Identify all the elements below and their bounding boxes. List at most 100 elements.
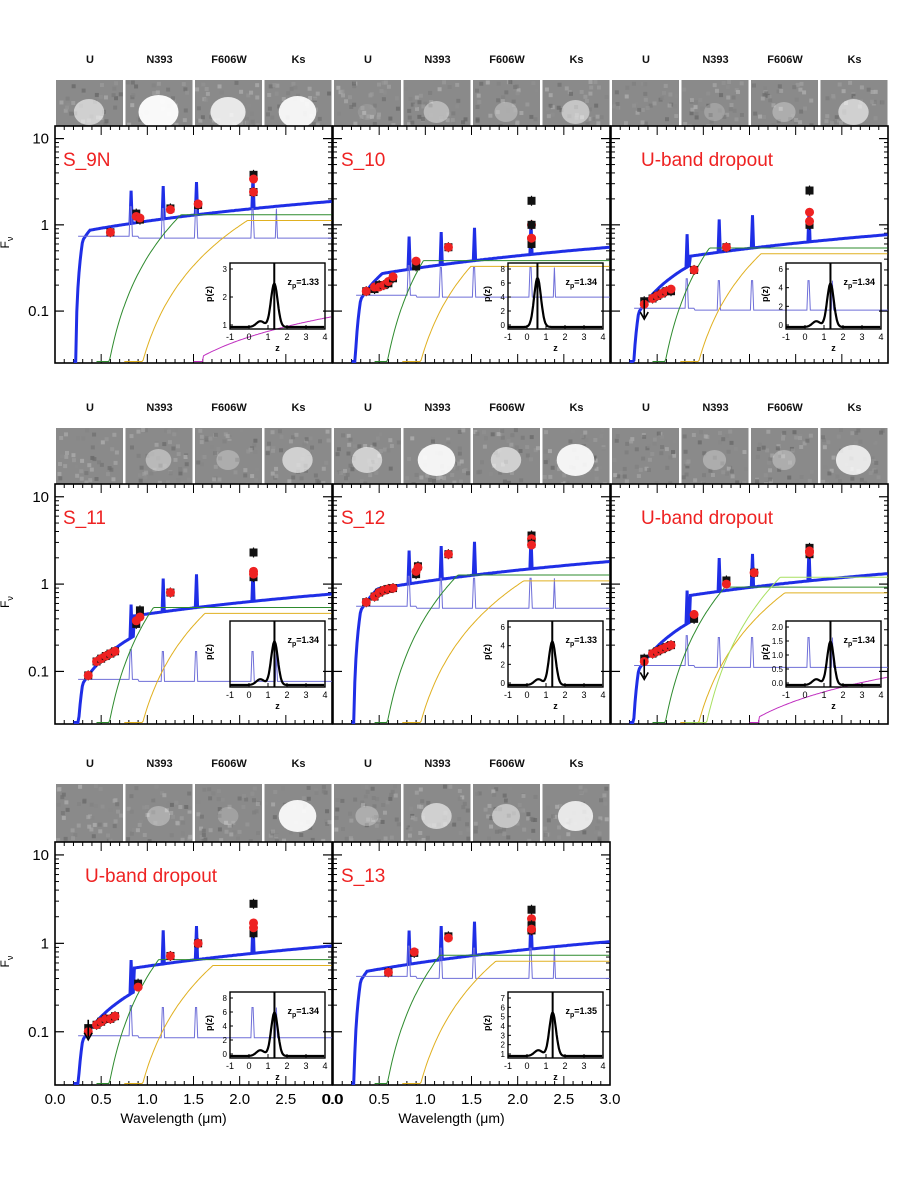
model-flux-point: [388, 272, 398, 282]
stamp-noise: [254, 809, 259, 814]
stamp-noise: [181, 820, 186, 825]
stamp-source: [282, 447, 313, 473]
alt-sed-green: [96, 607, 332, 723]
stamp-noise: [781, 433, 786, 438]
stamp-noise: [809, 469, 814, 474]
obs-flux-point: [805, 186, 814, 195]
model-flux-point: [361, 286, 371, 296]
stamp-noise: [184, 804, 189, 809]
stamp-noise: [213, 432, 218, 437]
stamp-noise: [129, 434, 134, 439]
stamp-noise: [452, 480, 457, 485]
stamp-noise: [514, 445, 519, 450]
pz-zp-z: z: [287, 277, 292, 287]
stamp-noise: [91, 834, 96, 839]
stamp-noise: [419, 804, 424, 809]
y-axis-label: Fν: [0, 236, 15, 248]
stamp-noise: [682, 87, 687, 92]
stamp-noise: [166, 801, 171, 806]
stamp-noise: [420, 117, 425, 122]
stamp-noise: [270, 430, 275, 435]
stamp-noise: [717, 108, 722, 113]
stamp-noise: [348, 811, 353, 816]
alt-sed-yellow: [124, 965, 332, 1084]
stamp-noise: [725, 434, 730, 439]
stamp-noise: [279, 434, 284, 439]
stamp-noise: [732, 108, 737, 113]
sed-panel-7: UN393F606WKs1010.1Fν0.00.51.01.52.02.50.…: [0, 758, 342, 1126]
stamp-noise: [63, 836, 68, 841]
stamp-noise: [735, 480, 740, 485]
stamp-noise: [558, 803, 563, 808]
stamp-noise: [374, 815, 379, 820]
pz-x-tick-label: -1: [504, 690, 512, 700]
stamp-noise: [663, 83, 668, 88]
panel-title: S_11: [63, 508, 106, 529]
stamp-noise: [383, 80, 388, 85]
stamp-noise: [487, 803, 492, 808]
stamp-source: [138, 95, 179, 129]
pz-curve: [508, 639, 603, 687]
pz-y-tick-label: 2: [501, 1041, 506, 1050]
stamp-noise: [270, 829, 275, 834]
stamp-noise: [151, 83, 156, 88]
stamp-noise: [371, 796, 376, 801]
pz-y-tick-label: 3: [501, 1031, 506, 1040]
stamp-noise: [542, 474, 547, 479]
stamp-noise: [264, 801, 269, 806]
stamp-noise: [672, 453, 677, 458]
stamp-noise: [795, 82, 800, 87]
stamp-noise: [596, 819, 601, 824]
stamp-source: [704, 103, 725, 121]
alt-sed-yellow: [402, 580, 610, 723]
stamp-noise: [166, 480, 171, 485]
stamp-noise: [107, 466, 112, 471]
stamp-noise: [313, 96, 318, 101]
stamp-noise: [729, 103, 734, 108]
stamp-noise: [693, 100, 698, 105]
stamp-noise: [588, 116, 593, 121]
stamp-noise: [719, 93, 724, 98]
stamp-noise: [531, 81, 536, 86]
alt-sed-green: [374, 260, 610, 362]
stamp-noise: [425, 473, 430, 478]
x-tick-label: 1.0: [137, 1091, 158, 1108]
stamp-noise: [417, 114, 422, 119]
band-label: N393: [702, 402, 728, 414]
stamp-noise: [475, 117, 480, 122]
model-flux-point: [527, 540, 537, 550]
stamp-noise: [634, 464, 639, 469]
stamp-noise: [139, 465, 144, 470]
pz-curve: [230, 281, 325, 329]
pz-y-tick-label: 6: [223, 1008, 228, 1017]
stamp-noise: [683, 121, 688, 126]
stamp-noise: [616, 474, 621, 479]
stamp-noise: [70, 828, 75, 833]
obs-flux-point: [412, 262, 421, 271]
stamp-noise: [274, 474, 279, 479]
stamp-noise: [389, 835, 394, 840]
pz-y-tick-label: 1.0: [772, 651, 784, 660]
stamp-noise: [625, 85, 630, 90]
stamp-noise: [86, 815, 91, 820]
stamp-noise: [455, 104, 460, 109]
stamp-noise: [145, 812, 150, 817]
stamp-noise: [136, 453, 141, 458]
stamp-noise: [602, 793, 607, 798]
stamp-noise: [418, 787, 423, 792]
stamp-noise: [134, 786, 139, 791]
band-label: Ks: [569, 54, 583, 66]
pz-x-tick-label: 4: [322, 332, 327, 342]
stamp-noise: [831, 455, 836, 460]
stamp-noise: [135, 117, 140, 122]
stamp-noise: [660, 445, 665, 450]
stamp-noise: [519, 111, 524, 116]
pz-x-tick-label: 2: [840, 690, 845, 700]
stamp-noise: [775, 446, 780, 451]
stamp-noise: [462, 801, 467, 806]
stamp-noise: [500, 99, 505, 104]
stamp-noise: [822, 438, 827, 443]
stamp-noise: [318, 439, 323, 444]
stamp-noise: [251, 798, 256, 803]
stamp-noise: [103, 95, 108, 100]
